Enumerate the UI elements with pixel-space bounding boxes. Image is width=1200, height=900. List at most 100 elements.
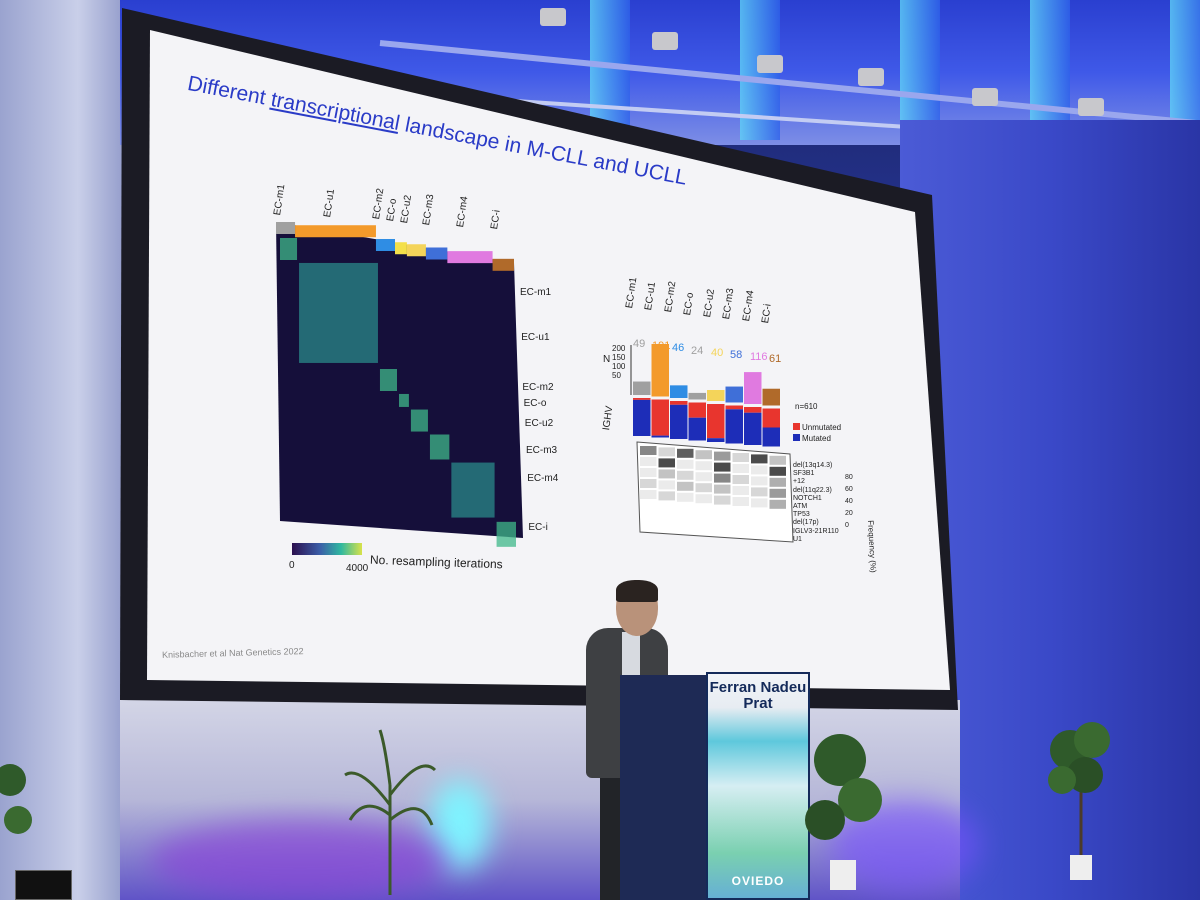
alteration-row-label: del(17p) [793,519,819,527]
ighv-unmutated-bar [707,404,725,439]
legend-unmutated: Unmutated [802,423,842,432]
legend-mutated-swatch [793,434,800,441]
hall-left-wall [0,0,130,900]
alteration-row-label: SF3B1 [793,470,815,478]
spotlight [972,88,998,106]
alteration-row-label: U1 [793,535,802,543]
spotlight [652,32,678,50]
spotlight [757,55,783,73]
cluster-count-label: 58 [730,349,743,361]
spotlight [540,8,566,26]
heatmap-right-label: EC-m4 [527,473,559,484]
cluster-color-bar [295,225,376,238]
heatmap-right-label: EC-m3 [526,445,558,456]
ighv-mutated-bar [762,427,780,447]
frequency-tick: 0 [845,522,849,529]
count-bar [744,372,762,404]
heatmap-right-label: EC-u2 [524,418,554,429]
alteration-cell [769,499,786,509]
cluster-count-label: 46 [672,342,685,355]
cluster-color-bar [447,251,493,264]
ighv-unmutated-bar [762,408,780,428]
alteration-cell [751,476,768,486]
alteration-row-label: NOTCH1 [793,494,822,502]
potted-plant [344,729,437,895]
alteration-cell [732,464,749,473]
alteration-cell [751,465,768,475]
legend-unmutated-swatch [793,423,800,430]
alteration-cell [695,472,712,482]
stage-light-glow [150,820,450,900]
potted-plant [805,734,882,890]
cluster-block [496,521,516,547]
ighv-unmutated-bar [744,407,762,413]
cluster-color-bar [276,222,296,234]
count-bar [725,386,743,403]
cluster-block [429,434,450,460]
alteration-cell [677,481,694,491]
alteration-cell [769,477,786,487]
count-bar [633,381,651,395]
barplot-n-total: n=610 [795,402,818,411]
cluster-color-bar [425,247,448,260]
cluster-color-bar [492,258,514,271]
cluster-count-label: 24 [691,344,704,357]
heatmap-legend-max: 4000 [346,563,369,574]
alteration-row-label: ATM [793,503,808,510]
cluster-block [399,393,409,407]
cluster-count-label: 116 [750,351,768,364]
cluster-color-bar [406,244,426,257]
potted-plant [0,764,32,834]
n-axis-tick: 200 [612,344,626,353]
ighv-unmutated-bar [688,402,706,418]
alteration-cell [732,475,749,484]
spotlight [1078,98,1104,116]
heatmap-legend-min: 0 [289,560,295,571]
alteration-cell [695,483,712,493]
heatmap-right-label: EC-m1 [520,287,552,298]
heatmap-right-label: EC-m2 [522,382,554,393]
alteration-cell [714,484,731,494]
ighv-mutated-bar [670,404,688,439]
heatmap-color-legend [292,543,362,555]
n-axis-tick: 100 [612,362,626,371]
cluster-block [280,238,298,260]
alteration-cell [658,480,675,490]
alteration-cell [640,457,657,466]
cluster-block [451,462,495,518]
ighv-mutated-bar [651,435,669,438]
barplot-n-axis-label: N [603,354,611,365]
speaker-name: Ferran Nadeu Prat [709,679,807,712]
cluster-count-label: 191 [652,340,671,353]
alteration-cell [658,447,675,457]
ighv-mutated-bar [688,417,706,441]
ighv-unmutated-bar [725,405,743,410]
alteration-cell [732,497,749,506]
alteration-cell [714,473,731,483]
legend-mutated: Mutated [802,434,831,443]
cluster-block [379,368,397,391]
alteration-cell [658,469,675,479]
alteration-cell [677,448,694,458]
event-city: OVIEDO [731,874,785,888]
alteration-row-label: TP53 [793,511,810,519]
alteration-cell [751,498,768,508]
alteration-cell [640,479,657,488]
alteration-cell [695,450,712,460]
heatmap-right-label: EC-i [528,522,548,533]
alteration-cell [714,451,731,461]
alteration-cell [769,455,786,465]
speaker-hair [616,580,658,602]
spotlight [858,68,884,86]
alteration-cell [640,446,657,455]
alteration-cell [677,470,694,480]
alteration-cell [658,458,675,468]
alteration-cell [769,488,786,498]
alteration-cell [769,466,786,476]
frequency-tick: 80 [845,474,853,481]
count-bar [688,392,706,400]
count-bar [707,390,725,401]
blue-light-column [900,0,940,140]
alteration-row-label: +12 [793,478,805,486]
